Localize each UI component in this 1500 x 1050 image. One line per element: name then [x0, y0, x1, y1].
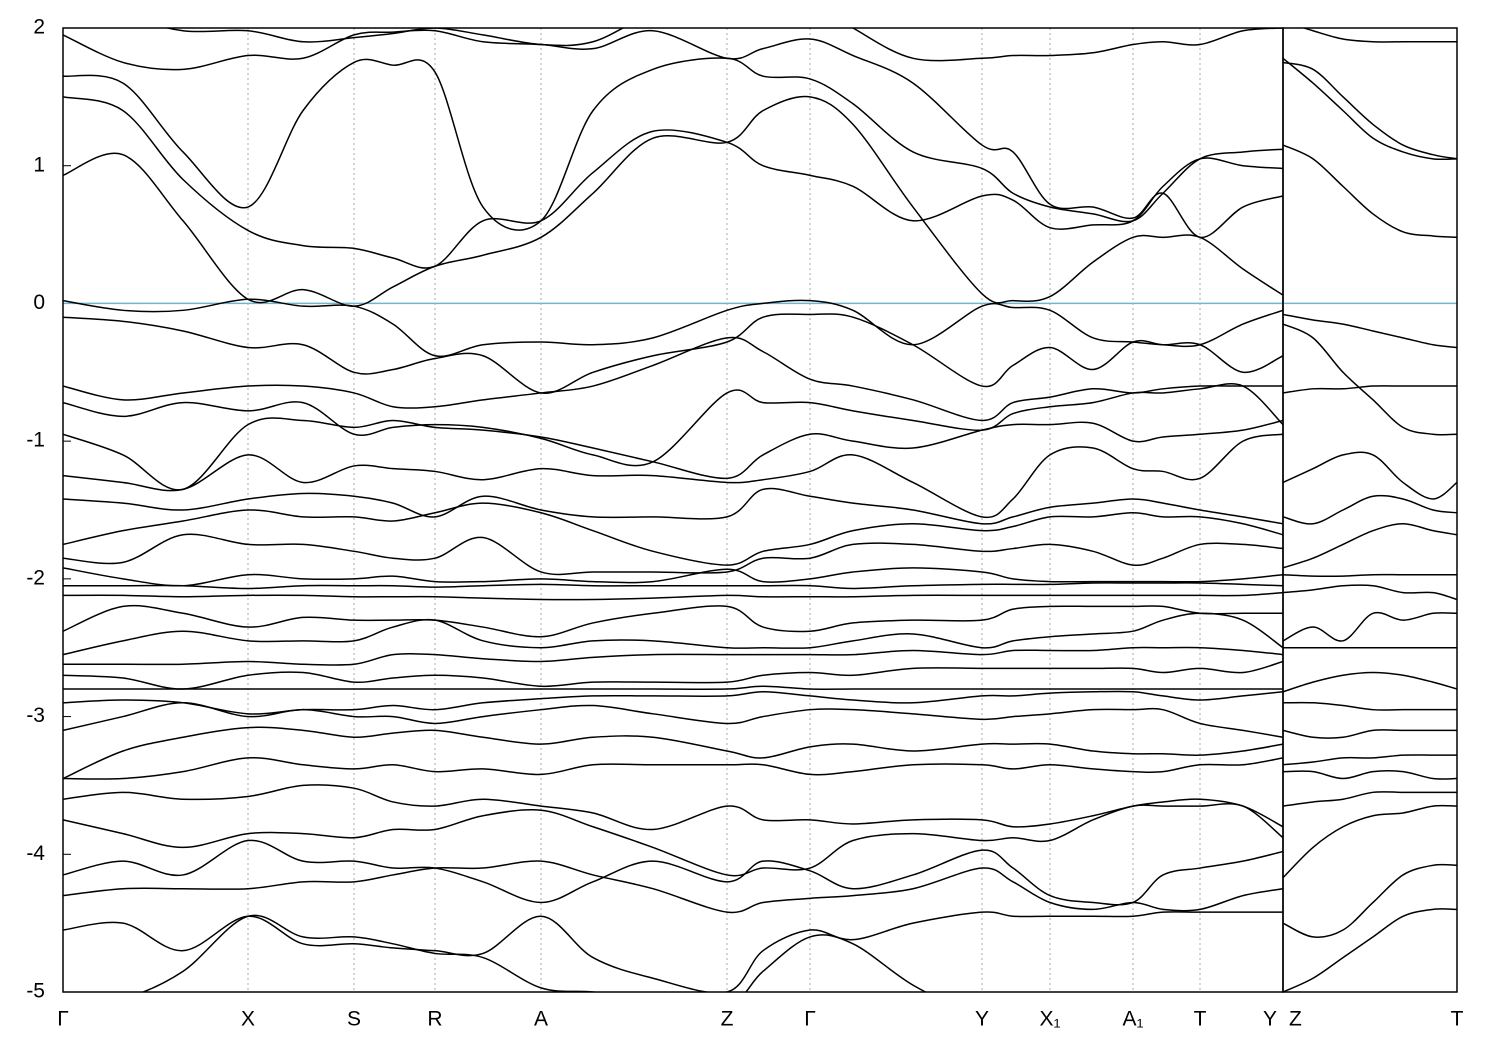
band	[1283, 863, 1457, 938]
band	[63, 591, 1283, 601]
band	[63, 839, 1283, 906]
band	[1283, 729, 1457, 739]
y-tick-label: -4	[26, 842, 45, 865]
y-tick-label: -2	[26, 566, 45, 589]
band	[1283, 611, 1457, 642]
x-tick-label: Γ	[57, 1008, 69, 1031]
y-tick-label: -1	[26, 429, 45, 452]
band	[1283, 385, 1457, 394]
band	[1283, 791, 1457, 807]
band	[1283, 144, 1457, 239]
x-tick-label: A₁	[1122, 1008, 1143, 1031]
band	[1283, 804, 1457, 879]
band	[63, 96, 1283, 269]
band	[63, 313, 1283, 394]
y-tick-label: -3	[26, 704, 45, 727]
band	[1283, 313, 1457, 349]
y-tick-label: 0	[33, 291, 45, 314]
bands	[63, 28, 1283, 992]
band	[63, 604, 1283, 638]
band	[63, 690, 1283, 715]
band	[63, 582, 1283, 590]
band	[63, 57, 1283, 231]
x-tick-label: X₁	[1039, 1008, 1060, 1031]
band	[1283, 57, 1457, 161]
x-tick-label: A	[534, 1008, 548, 1031]
band	[1283, 770, 1457, 780]
band	[63, 726, 1283, 780]
band	[63, 567, 1283, 587]
y-tick-label: -5	[26, 980, 45, 1003]
band	[63, 433, 1283, 519]
x-tick-label: Z	[721, 1008, 734, 1031]
band	[1283, 61, 1457, 160]
band	[1301, 28, 1457, 43]
band	[63, 502, 1283, 566]
x-tick-label: Y	[1263, 1008, 1277, 1031]
band	[164, 28, 1283, 62]
x-tick-label: T	[1451, 1008, 1464, 1031]
y-tick-label: 1	[33, 153, 45, 176]
band	[141, 914, 928, 992]
band	[63, 660, 1283, 690]
band	[63, 336, 1283, 422]
band	[63, 533, 1283, 576]
x-tick-label: Y	[975, 1008, 989, 1031]
x-tick-label: X	[241, 1008, 255, 1031]
band	[1283, 573, 1457, 578]
band	[1283, 754, 1457, 766]
band	[63, 29, 1283, 239]
band	[63, 95, 1283, 307]
band	[63, 417, 1283, 491]
x-tick-label: T	[1194, 1008, 1207, 1031]
x-tick-label: Γ	[804, 1008, 816, 1031]
band	[1283, 451, 1457, 500]
band	[63, 860, 1283, 914]
band	[1283, 523, 1457, 569]
x-tick-label: Z	[1289, 1008, 1302, 1031]
bands	[1283, 28, 1457, 992]
band	[63, 757, 1283, 780]
band	[1283, 701, 1457, 711]
band	[63, 612, 1283, 656]
band	[63, 911, 1283, 992]
band	[1283, 908, 1457, 992]
band	[63, 685, 1283, 690]
band	[1283, 494, 1457, 525]
band	[1283, 584, 1457, 601]
plot-frame	[1282, 27, 1458, 993]
band	[63, 383, 1283, 467]
band	[63, 487, 1283, 525]
y-tick-label: 2	[33, 16, 45, 39]
x-tick-label: S	[347, 1008, 361, 1031]
x-tick-label: R	[427, 1008, 442, 1031]
band	[1283, 323, 1457, 436]
band	[63, 784, 1283, 831]
band	[1283, 671, 1457, 693]
band	[63, 298, 1283, 358]
band	[63, 646, 1283, 666]
band	[63, 702, 1283, 738]
